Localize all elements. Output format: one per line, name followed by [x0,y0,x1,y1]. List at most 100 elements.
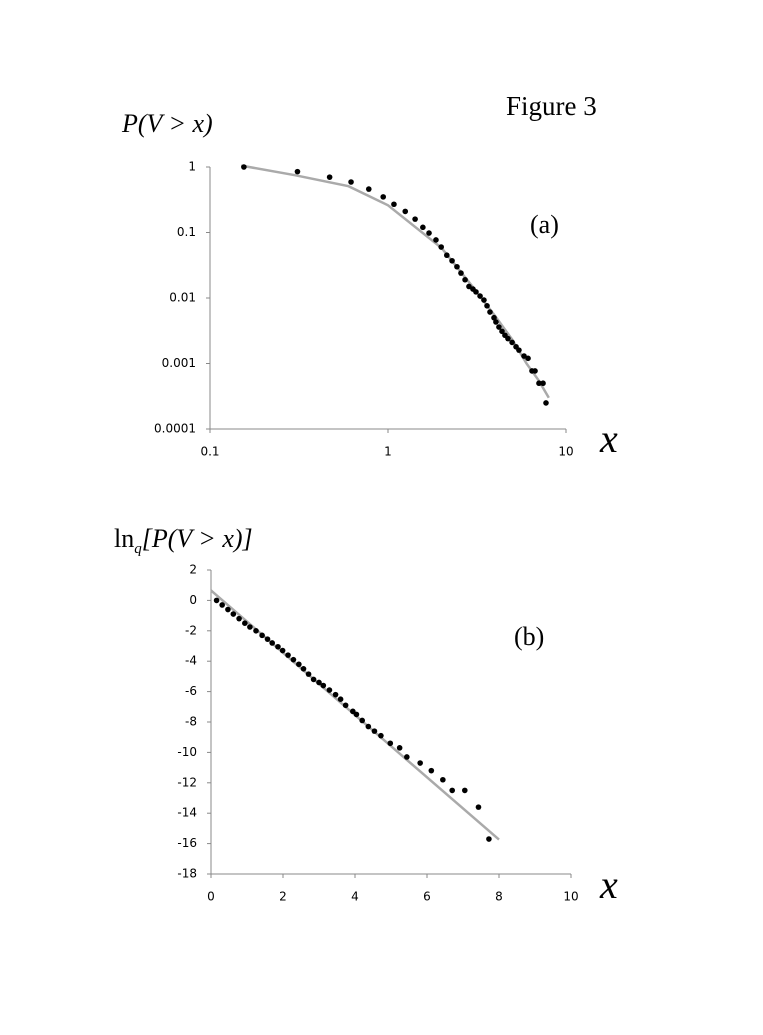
data-point [466,283,472,290]
data-point [378,732,384,739]
y-axis-label: P(V > x) [121,109,213,138]
data-point [462,787,468,794]
x-tick-label: 2 [279,890,287,904]
data-point [213,597,220,604]
data-point [285,652,291,658]
y-tick-label: 0.001 [162,356,196,370]
x-tick-label: 1 [384,445,392,459]
data-point [230,611,237,617]
data-point [491,314,497,321]
data-point [516,347,522,353]
data-point [473,289,479,295]
data-point [391,201,397,208]
data-point [396,745,403,751]
data-point [438,244,444,250]
data-point [247,624,253,630]
data-point [536,380,542,387]
data-point [540,380,546,387]
data-point [454,263,460,270]
data-point [326,174,333,180]
x-tick-label: 0.1 [200,445,219,459]
data-point [484,303,490,309]
y-tick-label: -8 [185,715,197,729]
data-point [481,297,487,303]
data-point [417,760,423,766]
x-axis-label: x [599,416,618,461]
data-point [296,661,302,668]
data-point [509,339,515,346]
data-point [316,679,322,686]
data-point [475,804,482,810]
annotation: (b) [514,622,544,651]
data-point [371,728,378,734]
data-point [532,368,538,374]
x-tick-label: 10 [563,890,578,904]
y-tick-label: 0.1 [177,225,196,239]
data-point [505,335,511,342]
x-tick-label: 10 [558,445,573,459]
data-point [420,224,426,231]
data-point [342,702,349,709]
data-point [253,628,259,634]
y-tick-label: 1 [188,160,196,174]
data-point [348,179,354,185]
x-axis-label: x [599,862,618,907]
y-tick-label: -12 [177,775,197,789]
data-point [462,276,468,283]
y-tick-label: 2 [189,563,197,577]
data-point [275,643,281,650]
x-tick-label: 0 [207,890,215,904]
fit-line [241,164,550,399]
y-tick-label: -10 [177,745,197,759]
x-tick-label: 8 [495,890,503,904]
data-point [477,293,483,299]
data-point [496,324,502,330]
data-point [412,216,418,222]
data-point [279,647,286,654]
data-point [428,767,435,774]
data-point [241,164,247,170]
data-point [259,632,265,639]
data-point [320,682,327,689]
data-point [365,723,372,730]
data-point [525,355,531,362]
data-point [236,615,242,622]
data-point [300,666,307,672]
data-point [242,620,248,626]
y-tick-label: -4 [185,654,197,668]
data-point [487,309,493,315]
data-point [499,328,505,335]
y-tick-label: 0 [189,593,197,607]
x-tick-label: 4 [351,890,359,904]
data-point [337,696,344,702]
data-point [332,691,339,698]
data-point [305,671,312,677]
data-point [433,237,439,243]
data-point [353,711,360,718]
y-axis-label-part: ln [114,524,134,553]
data-point [404,754,410,760]
data-point [225,606,231,613]
y-axis-label-part: [P(V > x)] [142,524,253,553]
data-point [449,787,456,794]
y-axis-label-part: q [134,541,142,557]
y-tick-label: -6 [185,684,197,698]
y-tick-label: -18 [177,867,197,881]
data-point [449,257,455,264]
data-point [458,270,464,276]
data-point [290,656,297,663]
data-point [387,740,394,747]
figure-title: Figure 3 [506,91,597,121]
y-axis-label: lnq[P(V > x)] [114,524,253,557]
data-point [402,208,409,215]
y-tick-label: -16 [177,836,197,850]
data-point [426,230,432,236]
data-point [365,186,372,192]
y-tick-label: -14 [177,806,197,820]
data-point [326,687,333,693]
data-point [380,194,387,200]
y-tick-label: 0.0001 [154,422,196,436]
data-point [493,319,499,325]
data-point [310,676,317,683]
